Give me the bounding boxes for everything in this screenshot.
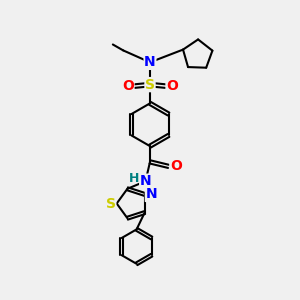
Text: S: S [106,196,116,211]
Text: O: O [166,79,178,93]
Text: N: N [140,174,152,188]
Text: H: H [129,172,140,185]
Text: S: S [145,78,155,92]
Text: O: O [122,79,134,93]
Text: O: O [170,159,182,173]
Text: N: N [144,55,156,69]
Text: N: N [146,188,157,201]
